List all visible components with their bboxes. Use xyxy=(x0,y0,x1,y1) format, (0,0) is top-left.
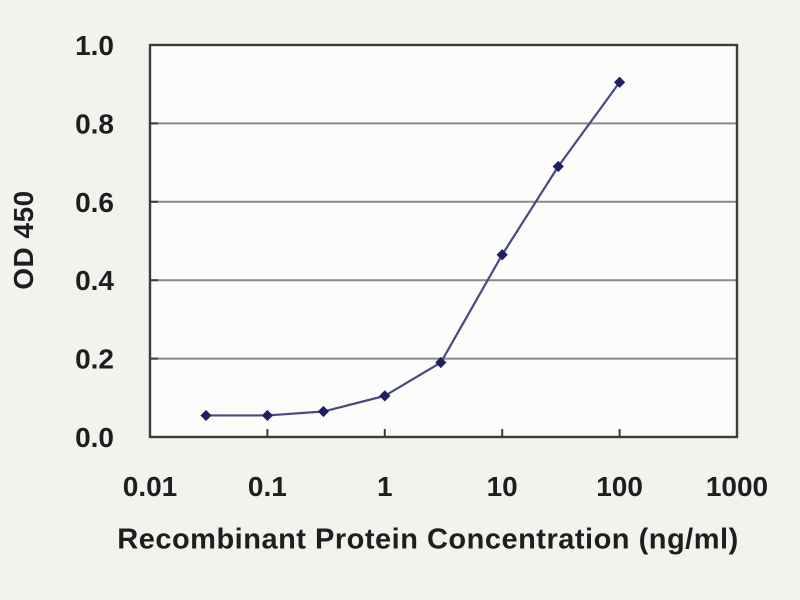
x-tick-label: 0.01 xyxy=(123,471,178,502)
x-tick-label: 10 xyxy=(487,471,518,502)
data-point-marker xyxy=(200,409,212,422)
plot-area-background xyxy=(150,45,737,437)
data-point-marker xyxy=(552,160,564,173)
y-tick-label: 0.0 xyxy=(75,422,114,453)
data-point-marker xyxy=(496,249,508,261)
x-tick-label: 1 xyxy=(377,471,393,502)
y-tick-label: 0.2 xyxy=(75,344,114,375)
x-tick-label: 0.1 xyxy=(248,471,287,502)
y-tick-label: 1.0 xyxy=(75,30,114,61)
data-point-marker xyxy=(317,405,330,418)
y-tick-label: 0.4 xyxy=(75,265,114,296)
y-tick-label: 0.6 xyxy=(75,187,114,218)
y-tick-label: 0.8 xyxy=(75,108,114,139)
plot-frame xyxy=(148,43,739,439)
data-point-marker xyxy=(379,390,391,402)
series-line xyxy=(206,81,621,417)
data-point-marker xyxy=(435,356,447,369)
x-axis-title: Recombinant Protein Concentration (ng/ml… xyxy=(117,523,739,556)
data-point-marker xyxy=(261,409,273,422)
x-tick-label: 1000 xyxy=(706,471,768,502)
y-axis-title: OD 450 xyxy=(8,190,39,290)
data-point-marker xyxy=(614,76,626,88)
x-tick-label: 100 xyxy=(596,471,643,502)
